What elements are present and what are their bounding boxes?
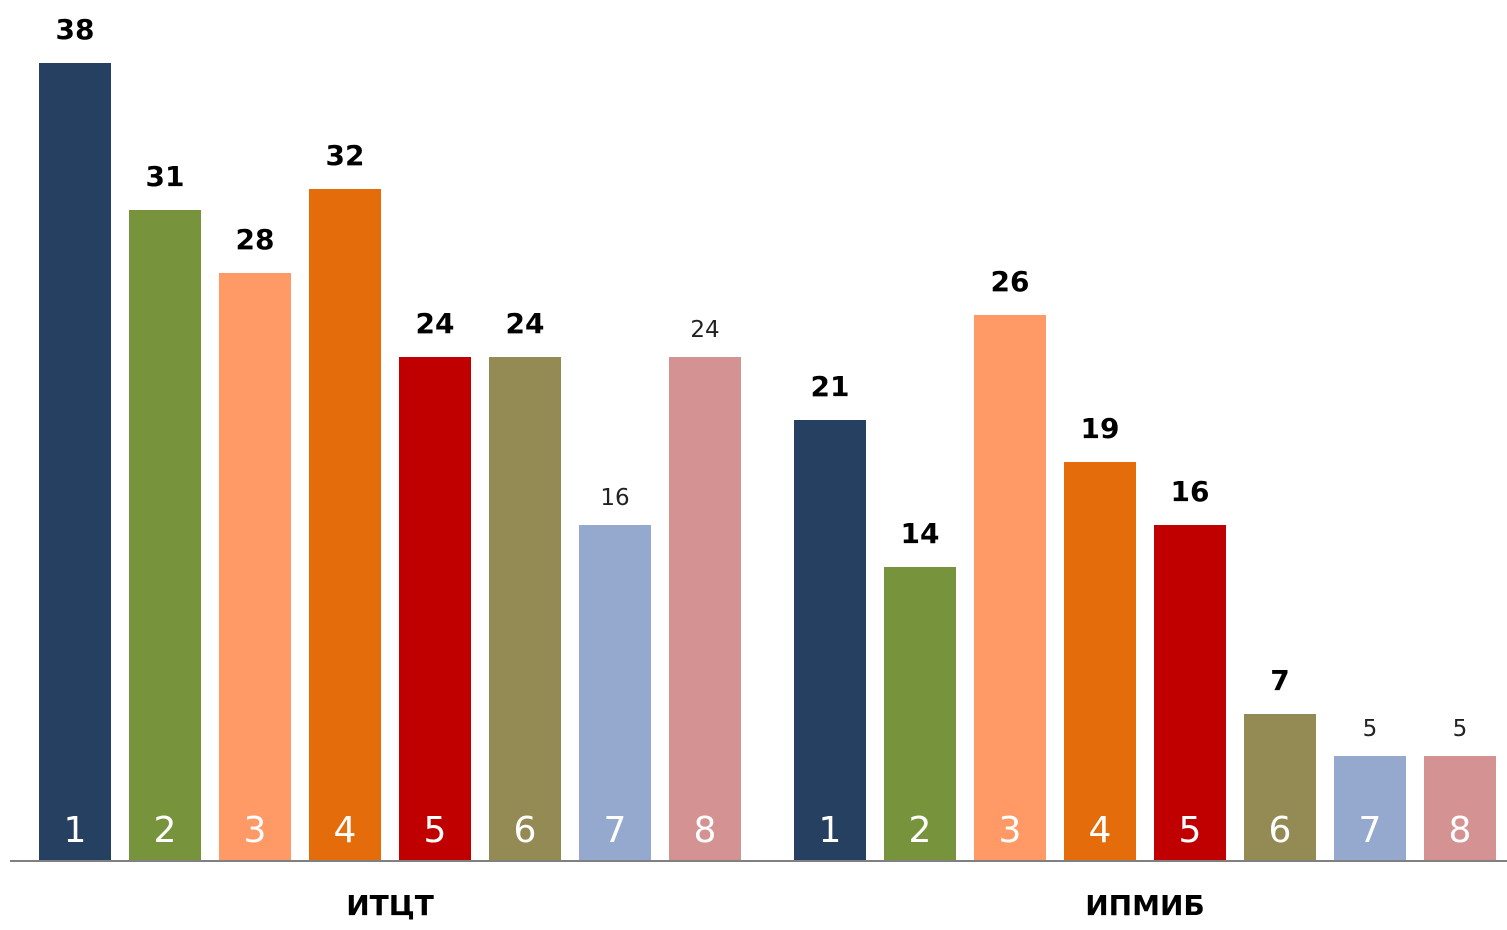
bar-2-5	[1154, 525, 1226, 861]
bar-index-label-2-6: 6	[1269, 810, 1292, 851]
data-label-1-4: 32	[326, 139, 365, 172]
bar-2-3	[974, 315, 1046, 861]
data-label-1-3: 28	[236, 223, 275, 256]
bar-index-label-2-5: 5	[1179, 810, 1202, 851]
bar-index-label-1-6: 6	[514, 810, 537, 851]
bar-index-label-2-4: 4	[1089, 810, 1112, 851]
bar-1-4	[309, 189, 381, 861]
data-label-1-2: 31	[146, 160, 185, 193]
bar-1-6	[489, 357, 561, 861]
bar-1-2	[129, 210, 201, 861]
bar-2-2	[884, 567, 956, 861]
data-label-2-1: 21	[811, 370, 850, 403]
bar-index-label-1-2: 2	[154, 810, 177, 851]
bar-index-label-1-7: 7	[604, 810, 627, 851]
data-label-1-8: 24	[690, 317, 719, 343]
labels-layer: 38 1 31 2 28 3 32 4 24 5 24 6 16 7 24 8 ИТЦТ 21 1 14 2 26 3 19 4…	[56, 13, 1472, 922]
bar-1-7	[579, 525, 651, 861]
bar-2-1	[794, 420, 866, 861]
bar-1-3	[219, 273, 291, 861]
bar-1-5	[399, 357, 471, 861]
bar-2-4	[1064, 462, 1136, 861]
bar-2-8	[1424, 756, 1496, 861]
data-label-2-8: 5	[1453, 716, 1468, 742]
data-label-1-5: 24	[416, 307, 455, 340]
group-label-1: ИТЦТ	[346, 889, 434, 922]
bar-index-label-1-5: 5	[424, 810, 447, 851]
bar-index-label-2-2: 2	[909, 810, 932, 851]
data-label-2-5: 16	[1171, 475, 1210, 508]
bar-1-1	[39, 63, 111, 861]
data-label-1-7: 16	[600, 485, 629, 511]
group-label-2: ИПМИБ	[1085, 889, 1205, 922]
data-label-2-6: 7	[1270, 664, 1289, 697]
bars-layer	[39, 63, 1496, 861]
bar-index-label-1-4: 4	[334, 810, 357, 851]
bar-index-label-1-3: 3	[244, 810, 267, 851]
bar-2-7	[1334, 756, 1406, 861]
bar-index-label-2-7: 7	[1359, 810, 1382, 851]
data-label-2-2: 14	[901, 517, 940, 550]
bar-index-label-2-8: 8	[1449, 810, 1472, 851]
bar-index-label-2-1: 1	[819, 810, 842, 851]
data-label-2-3: 26	[991, 265, 1030, 298]
data-label-2-7: 5	[1363, 716, 1378, 742]
data-label-1-1: 38	[56, 13, 95, 46]
bar-index-label-1-8: 8	[694, 810, 717, 851]
bar-2-6	[1244, 714, 1316, 861]
bar-index-label-2-3: 3	[999, 810, 1022, 851]
bar-1-8	[669, 357, 741, 861]
bar-index-label-1-1: 1	[64, 810, 87, 851]
data-label-1-6: 24	[506, 307, 545, 340]
data-label-2-4: 19	[1081, 412, 1120, 445]
